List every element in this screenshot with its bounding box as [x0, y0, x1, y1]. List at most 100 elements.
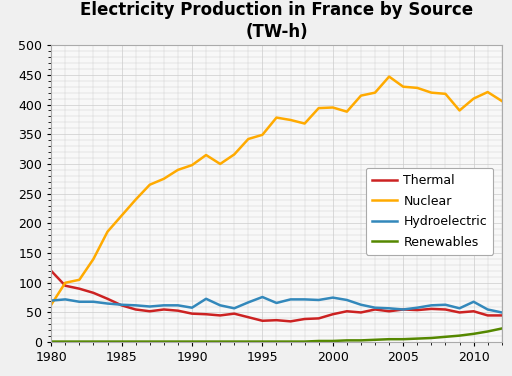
Hydroelectric	[146, 304, 153, 309]
Renewables	[217, 339, 223, 344]
Hydroelectric	[175, 303, 181, 308]
Hydroelectric	[104, 301, 111, 306]
Nuclear	[217, 162, 223, 166]
Line: Thermal: Thermal	[51, 271, 502, 321]
Renewables	[414, 337, 420, 341]
Thermal	[189, 311, 195, 316]
Thermal	[62, 284, 68, 288]
Renewables	[316, 339, 322, 343]
Hydroelectric	[189, 305, 195, 310]
Hydroelectric	[457, 306, 463, 311]
Nuclear	[386, 74, 392, 79]
Thermal	[175, 308, 181, 313]
Nuclear	[245, 137, 251, 141]
Hydroelectric	[485, 307, 491, 312]
Thermal	[104, 297, 111, 301]
Thermal	[90, 291, 96, 295]
Nuclear	[499, 99, 505, 103]
Hydroelectric	[133, 303, 139, 308]
Nuclear	[133, 197, 139, 202]
Nuclear	[372, 90, 378, 95]
Hydroelectric	[76, 300, 82, 304]
Nuclear	[344, 109, 350, 114]
Hydroelectric	[429, 303, 435, 308]
Nuclear	[485, 90, 491, 94]
Hydroelectric	[161, 303, 167, 308]
Nuclear	[76, 277, 82, 282]
Nuclear	[118, 213, 124, 218]
Hydroelectric	[358, 302, 364, 307]
Renewables	[62, 339, 68, 344]
Nuclear	[146, 182, 153, 187]
Nuclear	[161, 177, 167, 181]
Thermal	[302, 317, 308, 321]
Hydroelectric	[471, 300, 477, 304]
Renewables	[457, 334, 463, 338]
Legend: Thermal, Nuclear, Hydroelectric, Renewables: Thermal, Nuclear, Hydroelectric, Renewab…	[366, 168, 493, 255]
Renewables	[189, 339, 195, 344]
Nuclear	[330, 105, 336, 110]
Thermal	[400, 307, 407, 312]
Hydroelectric	[203, 297, 209, 301]
Renewables	[118, 339, 124, 344]
Thermal	[457, 310, 463, 315]
Thermal	[414, 308, 420, 312]
Hydroelectric	[273, 301, 280, 305]
Nuclear	[273, 115, 280, 120]
Hydroelectric	[48, 298, 54, 303]
Thermal	[133, 307, 139, 312]
Renewables	[273, 339, 280, 344]
Hydroelectric	[400, 307, 407, 312]
Line: Nuclear: Nuclear	[51, 77, 502, 305]
Renewables	[245, 339, 251, 344]
Nuclear	[175, 168, 181, 172]
Thermal	[273, 318, 280, 323]
Renewables	[104, 339, 111, 344]
Renewables	[330, 339, 336, 343]
Thermal	[499, 313, 505, 318]
Thermal	[217, 313, 223, 318]
Nuclear	[457, 108, 463, 113]
Thermal	[330, 312, 336, 317]
Nuclear	[259, 133, 265, 137]
Thermal	[344, 309, 350, 314]
Renewables	[499, 326, 505, 331]
Hydroelectric	[118, 302, 124, 307]
Thermal	[287, 319, 293, 324]
Hydroelectric	[316, 298, 322, 302]
Thermal	[203, 312, 209, 317]
Hydroelectric	[414, 305, 420, 310]
Hydroelectric	[442, 302, 449, 307]
Renewables	[146, 339, 153, 344]
Renewables	[372, 338, 378, 342]
Nuclear	[414, 86, 420, 90]
Hydroelectric	[217, 303, 223, 308]
Hydroelectric	[499, 310, 505, 315]
Hydroelectric	[330, 296, 336, 300]
Renewables	[90, 339, 96, 344]
Thermal	[485, 313, 491, 318]
Nuclear	[471, 96, 477, 101]
Nuclear	[442, 92, 449, 96]
Thermal	[429, 307, 435, 311]
Nuclear	[231, 152, 237, 157]
Nuclear	[358, 93, 364, 98]
Hydroelectric	[344, 298, 350, 302]
Renewables	[302, 339, 308, 344]
Renewables	[287, 339, 293, 344]
Renewables	[259, 339, 265, 344]
Renewables	[485, 329, 491, 334]
Thermal	[259, 318, 265, 323]
Hydroelectric	[372, 305, 378, 310]
Line: Renewables: Renewables	[51, 329, 502, 341]
Renewables	[76, 339, 82, 344]
Renewables	[429, 336, 435, 340]
Nuclear	[316, 106, 322, 110]
Hydroelectric	[287, 297, 293, 302]
Renewables	[442, 335, 449, 339]
Nuclear	[287, 118, 293, 122]
Renewables	[161, 339, 167, 344]
Thermal	[76, 287, 82, 291]
Nuclear	[189, 163, 195, 167]
Renewables	[175, 339, 181, 344]
